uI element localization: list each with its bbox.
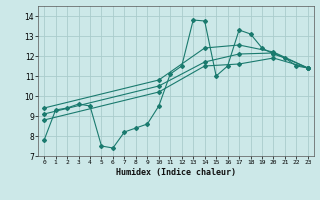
X-axis label: Humidex (Indice chaleur): Humidex (Indice chaleur) [116, 168, 236, 177]
